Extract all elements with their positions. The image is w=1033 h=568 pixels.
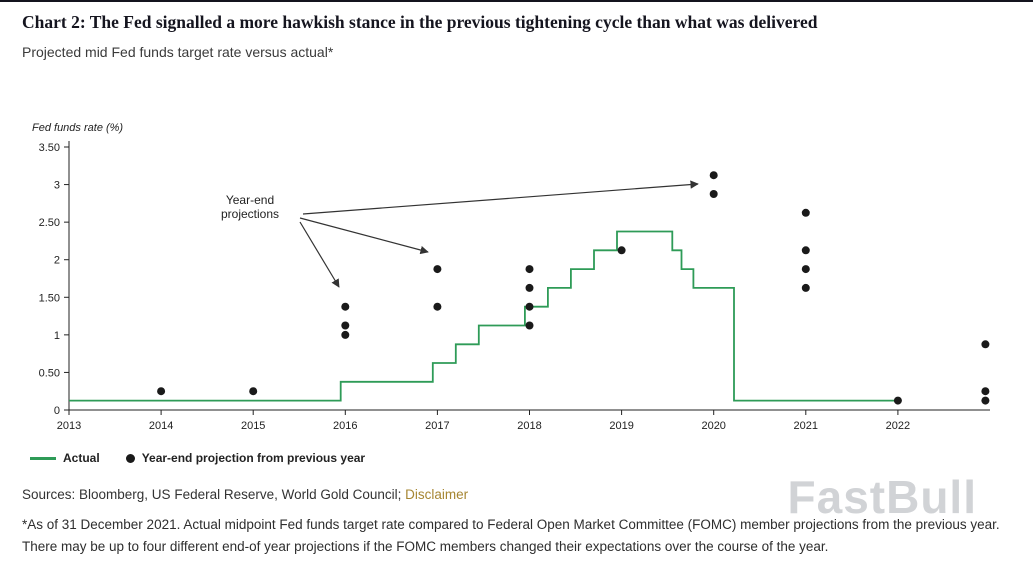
legend-label-projection: Year-end projection from previous year (141, 451, 366, 465)
svg-text:3.50: 3.50 (39, 142, 60, 154)
svg-text:1.50: 1.50 (39, 292, 60, 304)
legend-label-actual: Actual (63, 451, 100, 465)
watermark: FastBull (787, 471, 977, 523)
svg-text:Year-end: Year-end (226, 193, 274, 207)
chart-legend: Actual Year-end projection from previous… (30, 451, 365, 465)
legend-item-projection: Year-end projection from previous year (125, 451, 366, 465)
svg-text:2013: 2013 (57, 420, 81, 432)
page-title: Chart 2: The Fed signalled a more hawkis… (22, 12, 818, 32)
disclaimer-link[interactable]: Disclaimer (405, 487, 469, 502)
projection-dot-swatch (125, 453, 135, 463)
svg-text:2017: 2017 (425, 420, 449, 432)
actual-rate-line (69, 230, 898, 402)
svg-text:2022: 2022 (886, 420, 910, 432)
footnote: *As of 31 December 2021. Actual midpoint… (22, 517, 1000, 554)
svg-text:0.50: 0.50 (39, 367, 60, 379)
sources-text: Sources: Bloomberg, US Federal Reserve, … (22, 487, 406, 502)
svg-text:2018: 2018 (517, 420, 541, 432)
sources-line: Sources: Bloomberg, US Federal Reserve, … (22, 487, 468, 502)
svg-text:projections: projections (221, 207, 279, 221)
svg-text:1: 1 (54, 330, 60, 342)
page-subtitle: Projected mid Fed funds target rate vers… (22, 44, 334, 60)
svg-text:2020: 2020 (701, 420, 725, 432)
svg-text:0: 0 (54, 405, 60, 417)
svg-text:2014: 2014 (149, 420, 173, 432)
svg-text:3: 3 (54, 180, 60, 192)
projection-dots (157, 171, 990, 405)
y-axis-title: Fed funds rate (%) (32, 122, 124, 134)
svg-text:2016: 2016 (333, 420, 357, 432)
actual-line-swatch (30, 456, 56, 460)
top-border (0, 0, 1033, 2)
svg-text:2019: 2019 (609, 420, 633, 432)
fed-funds-chart: 0 0.50 1 1.50 2 2.50 3 3.50 2013 2014 2015 2016 2017… (39, 141, 990, 432)
svg-text:2021: 2021 (794, 420, 818, 432)
svg-text:2.50: 2.50 (39, 217, 60, 229)
svg-text:2: 2 (54, 255, 60, 267)
svg-text:2015: 2015 (241, 420, 265, 432)
legend-item-actual: Actual (30, 451, 100, 465)
